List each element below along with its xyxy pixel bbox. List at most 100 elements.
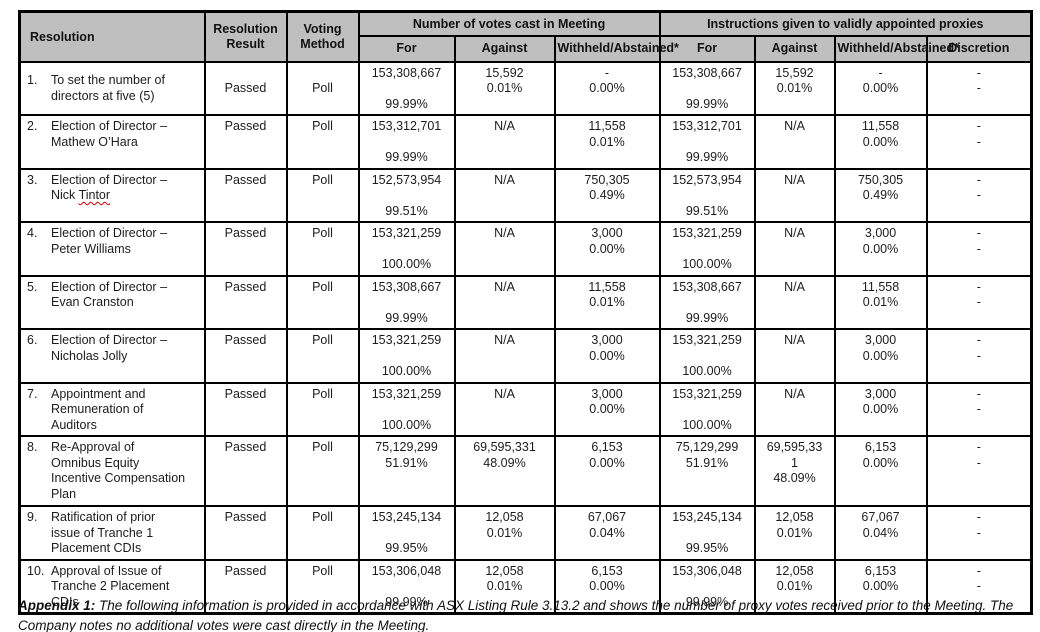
cell-line: 0.00%: [589, 81, 625, 95]
resolution-number: 3.: [27, 172, 38, 187]
table-row: 2. Election of Director – Mathew O’Hara Pa…: [18, 114, 1033, 170]
cell-line: N/A: [494, 172, 515, 187]
cell-line: 0.01%: [589, 295, 625, 309]
cell-proxy-for: 153,321,259 100.00%: [658, 328, 756, 384]
cell-meeting-for: 75,129,299 51.91%: [357, 435, 456, 507]
cell-line: 3,000: [864, 386, 897, 401]
cell-discretion: --: [925, 435, 1033, 507]
cell-resolution: 3. Election of Director – Nick Tintor: [18, 167, 206, 223]
resolution-number: 10.: [27, 563, 45, 578]
resolution-number: 8.: [27, 440, 38, 454]
cell-line: 1: [791, 455, 798, 470]
cell-line: 11,558: [861, 119, 900, 133]
cell-line: N/A: [784, 279, 805, 294]
cell-meeting-against: N/A: [453, 167, 556, 223]
cell-line: -: [976, 81, 981, 95]
cell-meeting-against: 69,595,331 48.09%: [453, 435, 556, 507]
resolution-text: Election of Director – Nick Tintor: [51, 172, 168, 203]
cell-line: 153,306,048: [672, 563, 742, 578]
cell-line: -: [976, 134, 981, 149]
cell-line: -: [976, 226, 981, 240]
cell-meeting-for: 153,245,134 99.95%: [357, 505, 456, 561]
cell-line: N/A: [494, 226, 515, 240]
appendix-text-after: in the Meeting.: [336, 618, 430, 632]
cell-resolution: 7. Appointment and Remuneration of Audito…: [18, 381, 206, 437]
cell-proxy-for: 75,129,299 51.91%: [658, 435, 756, 507]
resolution-text: Election of Director – Evan Cranston: [51, 279, 168, 310]
cell-meeting-for: 153,312,701 99.99%: [357, 114, 456, 170]
misspelled-word: directly: [294, 618, 337, 632]
table-header: Resolution Resolution Result Voting Meth…: [18, 10, 1033, 63]
cell-proxy-for: 153,306,048 99.99%: [658, 558, 756, 615]
col-header-meeting-for: For: [357, 34, 456, 63]
cell-line: [664, 402, 751, 418]
cell-line: -: [878, 65, 883, 80]
cell-proxy-for: 153,308,667 99.99%: [658, 60, 756, 116]
cell-resolution: 5. Election of Director – Evan Cranston: [18, 274, 206, 330]
cell-line: [664, 242, 751, 258]
col-header-proxy-for: For: [658, 34, 756, 63]
cell-line: 153,321,259: [672, 386, 742, 401]
cell-line: 75,129,299: [375, 440, 438, 454]
cell-voting-method: Poll: [285, 167, 360, 223]
cell-line: 6,153: [591, 440, 623, 454]
cell-line: [363, 402, 451, 418]
cell-line: [664, 349, 751, 365]
cell-discretion: --: [925, 381, 1033, 437]
cell-line: 0.01%: [862, 295, 899, 309]
cell-proxy-against: N/A: [753, 328, 836, 384]
cell-resolution: 2. Election of Director – Mathew O’Hara: [18, 114, 206, 170]
cell-discretion: --: [925, 167, 1033, 223]
cell-line: -: [976, 402, 981, 416]
cell-line: 153,321,259: [672, 333, 742, 347]
resolution-number: 9.: [27, 510, 38, 524]
cell-voting-method: Poll: [285, 558, 360, 615]
cell-line: 11,558: [861, 279, 900, 294]
cell-line: 99.99%: [685, 594, 729, 609]
cell-meeting-withheld: -0.00%: [553, 60, 661, 116]
cell-line: -: [976, 295, 981, 309]
cell-line: 12,058: [485, 563, 524, 578]
cell-line: -: [976, 510, 981, 524]
cell-proxy-for: 153,308,667 99.99%: [658, 274, 756, 330]
voting-results-table: Resolution Resolution Result Voting Meth…: [18, 10, 1034, 615]
table-row: 10. Approval of Issue of Tranche 2 Placem…: [18, 558, 1033, 615]
cell-proxy-against: 69,595,33 1 48.09%: [753, 435, 836, 507]
misspelled-word: Tintor: [78, 188, 111, 202]
resolution-text: To set the number of directors at five (…: [51, 73, 165, 103]
resolution-number: 7.: [27, 386, 38, 401]
cell-line: 152,573,954: [371, 172, 442, 187]
table-row: 5. Election of Director – Evan Cranston Pa…: [18, 274, 1033, 330]
group-header-proxy-instructions: Instructions given to validly appointed …: [658, 10, 1033, 37]
cell-proxy-withheld: 3,000 0.00%: [833, 381, 928, 437]
cell-meeting-withheld: 6,153 0.00%: [553, 558, 661, 615]
cell-line: 100.00%: [381, 417, 432, 432]
cell-line: 6,153: [864, 563, 897, 578]
cell-line: -: [976, 241, 981, 256]
resolution-text: Election of Director – Peter Williams: [51, 226, 168, 256]
resolution-text: Re-Approval of Omnibus Equity Incentive …: [51, 440, 186, 501]
cell-proxy-against: 12,058 0.01%: [753, 558, 836, 615]
cell-line: 0.00%: [862, 134, 899, 149]
cell-discretion: --: [925, 60, 1033, 116]
cell-meeting-withheld: 750,305 0.49%: [553, 167, 661, 223]
cell-line: 153,308,667: [672, 65, 742, 80]
cell-meeting-for: 153,321,259 100.00%: [357, 328, 456, 384]
cell-line: 69,595,331: [473, 440, 536, 454]
cell-meeting-against: 12,058 0.01%: [453, 558, 556, 615]
cell-line: 0.00%: [862, 241, 899, 256]
cell-line: N/A: [494, 119, 515, 133]
cell-line: 0.00%: [589, 455, 625, 470]
cell-line: -: [976, 119, 981, 133]
cell-resolution-result: Passed: [203, 328, 288, 384]
cell-discretion: --: [925, 221, 1033, 277]
cell-proxy-against: N/A: [753, 167, 836, 223]
cell-resolution: 8. Re-Approval of Omnibus Equity Incentiv…: [18, 435, 206, 507]
cell-line: 0.00%: [862, 348, 899, 363]
cell-discretion: --: [925, 114, 1033, 170]
cell-line: 99.99%: [385, 310, 428, 325]
cell-proxy-for: 153,321,259 100.00%: [658, 381, 756, 437]
cell-line: 15,592: [485, 65, 524, 80]
cell-line: 99.99%: [685, 310, 729, 325]
cell-line: 12,058: [775, 510, 814, 524]
